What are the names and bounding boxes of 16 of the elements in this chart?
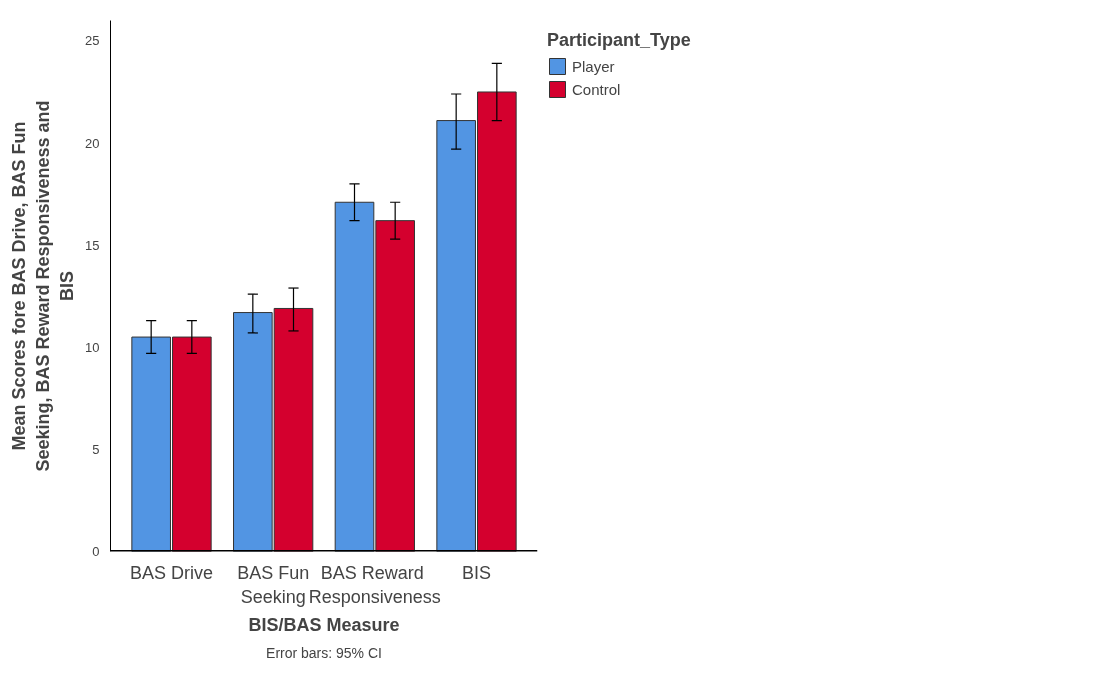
y-tick-label: 10	[85, 339, 100, 355]
text: Error bars: 95% CI	[266, 644, 382, 661]
x-axis-title: BIS/BAS Measure	[248, 614, 400, 635]
x-tick-label: BIS	[461, 562, 492, 583]
legend-label: Control	[572, 80, 621, 98]
legend-label: Player	[572, 57, 615, 75]
y-tick-label: 25	[85, 33, 100, 49]
legend-title: Participant_Type	[547, 30, 691, 51]
x-tick-label: BAS Fun Seeking	[237, 562, 310, 607]
y-tick-label: 15	[85, 237, 100, 253]
y-tick-label: 0	[92, 544, 100, 559]
y-tick-label: 20	[85, 135, 100, 151]
x-tick-label: BAS Reward Responsiveness	[308, 562, 441, 607]
y-axis-title: Mean Scores fore BAS Drive, BAS Fun Seeking, BAS Reward Responsiveness and BIS	[9, 100, 78, 472]
y-tick-label: 5	[92, 441, 100, 457]
x-tick-label: BAS Drive	[129, 562, 214, 583]
